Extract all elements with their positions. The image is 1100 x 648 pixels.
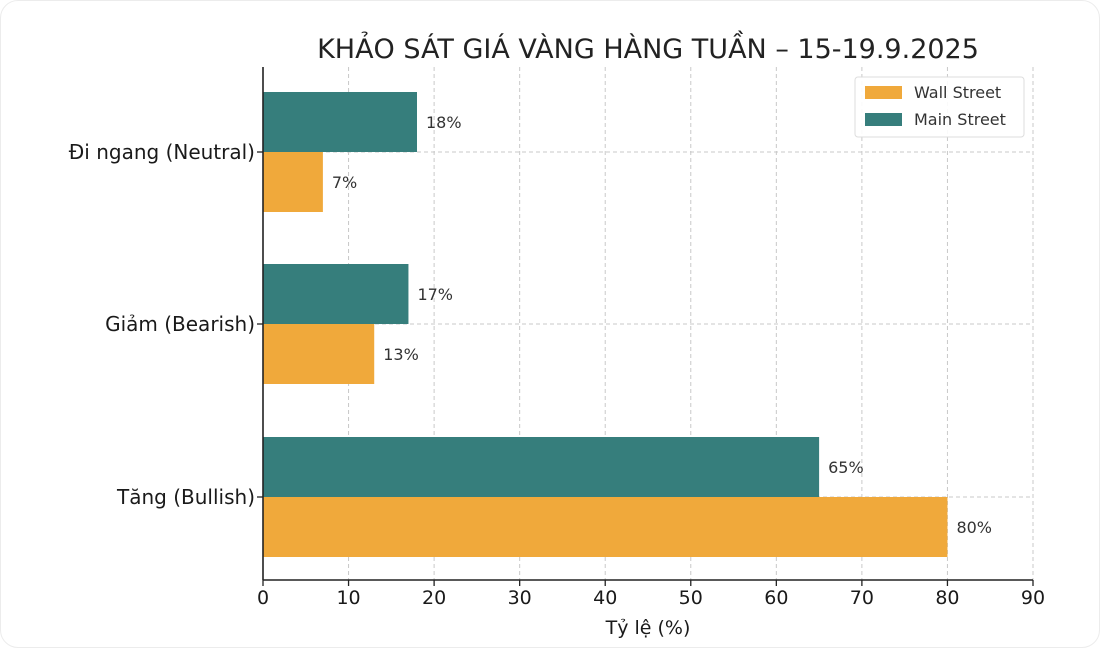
bar-wall-street-giam-bearish (263, 324, 375, 384)
x-tick-label-0: 0 (257, 587, 269, 609)
bars-layer (263, 92, 948, 557)
legend-label-main-street: Main Street (914, 110, 1006, 129)
x-tick-label-40: 40 (593, 587, 617, 609)
data-label-wall-street-di-ngang-neutral: 7% (332, 173, 357, 192)
chart-title: KHẢO SÁT GIÁ VÀNG HÀNG TUẦN – 15-19.9.20… (317, 30, 979, 65)
x-tick-label-90: 90 (1021, 587, 1045, 609)
labels-layer: 80% 13% 7% 65% 17% 18% (332, 113, 992, 537)
bar-main-street-di-ngang-neutral (263, 92, 417, 152)
legend-swatch-main-street (865, 113, 902, 126)
data-label-wall-street-tang-bullish: 80% (956, 518, 992, 537)
data-label-main-street-giam-bearish: 17% (417, 285, 453, 304)
legend-label-wall-street: Wall Street (914, 83, 1001, 102)
data-label-main-street-di-ngang-neutral: 18% (426, 113, 462, 132)
bar-main-street-tang-bullish (263, 437, 820, 497)
category-label-di-ngang-neutral: Đi ngang (Neutral) (69, 140, 255, 164)
x-tick-label-30: 30 (508, 587, 532, 609)
data-label-wall-street-giam-bearish: 13% (383, 345, 419, 364)
data-label-main-street-tang-bullish: 65% (828, 458, 864, 477)
x-tick-label-50: 50 (679, 587, 703, 609)
x-tick-label-80: 80 (935, 587, 959, 609)
axes-layer: 0 10 20 30 40 50 60 70 80 90 Tăng (Bullish) Giảm (B… (69, 67, 1045, 609)
legend-swatch-wall-street (865, 86, 902, 99)
x-tick-label-20: 20 (422, 587, 446, 609)
category-label-tang-bullish: Tăng (Bullish) (116, 485, 255, 509)
x-tick-label-10: 10 (336, 587, 360, 609)
bar-wall-street-di-ngang-neutral (263, 152, 323, 212)
x-axis-title: Tỷ lệ (%) (605, 617, 691, 639)
bar-wall-street-tang-bullish (263, 497, 948, 557)
x-tick-label-60: 60 (764, 587, 788, 609)
legend: Wall Street Main Street (854, 76, 1025, 138)
bar-main-street-giam-bearish (263, 264, 409, 324)
category-label-giam-bearish: Giảm (Bearish) (105, 312, 255, 336)
x-tick-label-70: 70 (850, 587, 874, 609)
